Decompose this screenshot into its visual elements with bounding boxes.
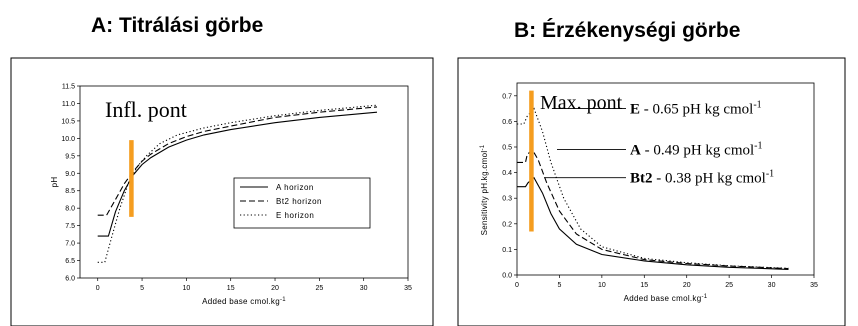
chart-a-y-tick-label: 8.5 bbox=[65, 188, 75, 195]
chart-b-series-e bbox=[517, 107, 789, 269]
chart-a-y-tick-label: 11.5 bbox=[62, 84, 75, 91]
chart-b-x-tick-label: 5 bbox=[557, 282, 561, 289]
chart-b-x-tick-label: 10 bbox=[598, 282, 606, 289]
chart-b-y-tick-label: 0.0 bbox=[502, 273, 512, 280]
chart-a-x-tick-label: 25 bbox=[315, 285, 323, 292]
chart-a-x-tick-label: 35 bbox=[404, 285, 412, 292]
chart-a-legend-box bbox=[233, 177, 371, 229]
chart-b-x-tick-label: 30 bbox=[768, 282, 776, 289]
chart-a-x-tick-label: 5 bbox=[140, 285, 144, 292]
chart-b-x-tick-label: 20 bbox=[683, 282, 691, 289]
chart-b-x-tick-label: 15 bbox=[640, 282, 648, 289]
chart-b-y-axis-label: Sensitivity pH.kg.cmol-1 bbox=[480, 144, 489, 235]
chart-a-plot-area bbox=[79, 85, 409, 279]
chart-b-x-tick-label: 0 bbox=[515, 282, 519, 289]
chart-a-y-tick-label: 6.0 bbox=[65, 276, 75, 283]
chart-b-x-tick-label: 35 bbox=[810, 282, 818, 289]
chart-b-plot-area bbox=[516, 82, 815, 276]
chart-b-frame bbox=[457, 57, 846, 326]
chart-b-annotation: Max. pont bbox=[540, 92, 623, 114]
chart-b-y-tick-label: 0.7 bbox=[502, 93, 512, 100]
chart-a-x-axis-label-sup: -1 bbox=[280, 297, 286, 303]
chart-a-legend-label: A horizon bbox=[276, 183, 314, 192]
chart-a-annotation: Infl. pont bbox=[105, 97, 187, 122]
chart-a-x-tick-label: 30 bbox=[360, 285, 368, 292]
chart-b: 0 5 10 15 20 25 30 35 0.0 0.1 0.2 0.3 0.4 0.5 0.6 0.7 E… bbox=[480, 82, 818, 303]
chart-a-x-tick-label: 20 bbox=[271, 285, 279, 292]
chart-a-series-bt2 horizon bbox=[97, 106, 378, 216]
chart-a-legend: A horizon Bt2 horizon E horizon bbox=[233, 177, 371, 229]
chart-a-series bbox=[97, 104, 378, 263]
chart-b-y-tick-label: 0.2 bbox=[502, 221, 512, 228]
chart-b-y-tick-label: 0.3 bbox=[502, 196, 512, 203]
chart-b-y-tick-label: 0.6 bbox=[502, 119, 512, 126]
chart-a-series-e horizon bbox=[97, 104, 378, 263]
chart-a-legend-label: Bt2 horizon bbox=[276, 197, 322, 206]
chart-a-y-tick-label: 10.5 bbox=[61, 118, 75, 125]
chart-b-callout-label: Bt2 - 0.38 pH kg cmol-1 bbox=[630, 169, 774, 187]
chart-b-callouts: E - 0.65 pH kg cmol-1 A - 0.49 pH kg cmol… bbox=[544, 100, 774, 187]
chart-b-callout-label: E - 0.65 pH kg cmol-1 bbox=[630, 100, 762, 118]
chart-a-y-tick-label: 6.5 bbox=[65, 258, 75, 265]
chart-b-y-axis-label-text: Sensitivity pH.kg.cmol bbox=[480, 151, 489, 236]
panel-a-title: A: Titrálási görbe bbox=[91, 14, 264, 37]
chart-b-series-bt2 bbox=[517, 176, 789, 270]
chart-a-legend-label: E horizon bbox=[276, 211, 314, 220]
chart-b-x-tick-label: 25 bbox=[725, 282, 733, 289]
chart-b-axes: 0 5 10 15 20 25 30 35 0.0 0.1 0.2 0.3 0.4 0.5 0.6 0.7 bbox=[502, 93, 818, 289]
chart-b-series-a bbox=[517, 148, 789, 270]
chart-b-y-tick-label: 0.1 bbox=[502, 247, 512, 254]
chart-a-x-tick-label: 0 bbox=[96, 285, 100, 292]
chart-a-y-tick-label: 7.0 bbox=[65, 241, 75, 248]
chart-a-y-tick-label: 11.0 bbox=[62, 101, 75, 108]
chart-b-y-tick-label: 0.5 bbox=[502, 145, 512, 152]
chart-b-x-axis-label-text: Added base cmol.kg bbox=[624, 294, 702, 303]
chart-a-x-tick-label: 15 bbox=[227, 285, 235, 292]
chart-a-y-tick-label: 8.0 bbox=[65, 206, 75, 213]
chart-b-y-axis-label-sup: -1 bbox=[480, 144, 486, 150]
chart-b-callout-label: A - 0.49 pH kg cmol-1 bbox=[630, 141, 763, 159]
chart-a-series-a horizon bbox=[97, 111, 378, 237]
chart-b-x-axis-label-sup: -1 bbox=[701, 294, 707, 300]
chart-a-y-tick-label: 10.0 bbox=[61, 136, 75, 143]
chart-b-y-tick-label: 0.4 bbox=[502, 170, 512, 177]
chart-a-y-tick-label: 9.5 bbox=[65, 153, 75, 160]
chart-b-series bbox=[517, 107, 789, 270]
chart-a-y-tick-label: 9.0 bbox=[65, 171, 75, 178]
chart-b-x-axis-label: Added base cmol.kg-1 bbox=[624, 294, 708, 303]
chart-a-x-tick-label: 10 bbox=[182, 285, 190, 292]
chart-a: 0 5 10 15 20 25 30 35 6.0 6.5 7.0 7.5 8.0 8.5 9.0 9.5 10… bbox=[50, 84, 412, 307]
panel-b-title: B: Érzékenységi görbe bbox=[514, 19, 741, 42]
chart-a-x-axis-label: Added base cmol.kg-1 bbox=[202, 297, 286, 306]
chart-a-y-axis-label: pH bbox=[50, 177, 59, 188]
chart-a-axes: 0 5 10 15 20 25 30 35 6.0 6.5 7.0 7.5 8.0 8.5 9.0 9.5 10… bbox=[61, 84, 412, 293]
chart-a-frame bbox=[10, 57, 434, 326]
chart-a-y-tick-label: 7.5 bbox=[65, 223, 75, 230]
chart-a-x-axis-label-text: Added base cmol.kg bbox=[202, 297, 280, 306]
